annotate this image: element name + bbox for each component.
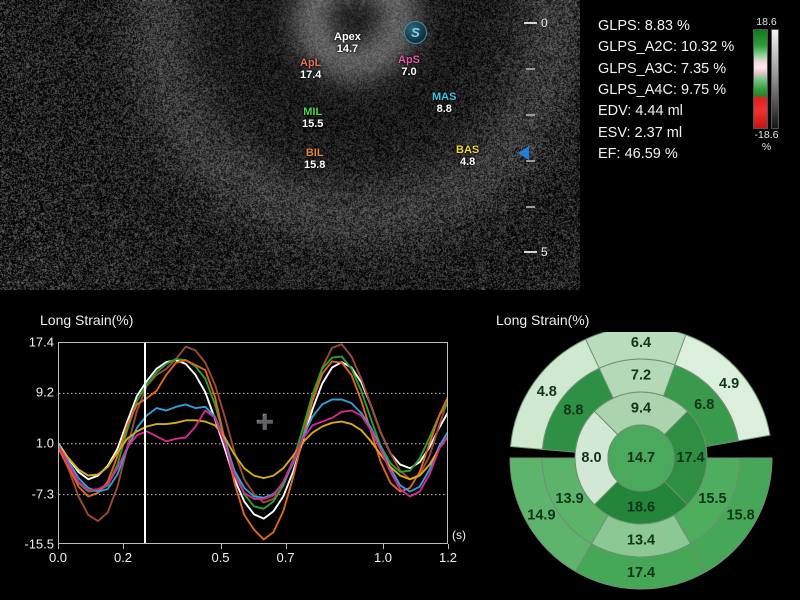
vendor-logo-icon: S: [404, 21, 427, 44]
x-tick-mark: [123, 544, 124, 549]
colorbar-min-label: -18.6: [753, 129, 780, 141]
stat-line-6: EF: 46.59 %: [598, 144, 734, 165]
x-tick-label-1: 0.2: [114, 550, 132, 565]
x-tick-mark: [286, 544, 287, 549]
colorbar-unit-label: %: [753, 141, 780, 153]
x-tick-mark: [448, 544, 449, 549]
x-tick-label-0: 0.0: [49, 550, 67, 565]
x-tick-label-3: 0.7: [276, 550, 294, 565]
x-tick-mark: [383, 544, 384, 549]
depth-label-0: 0: [541, 16, 548, 30]
y-tick-label-0: 17.4: [4, 335, 54, 350]
strain-colorbar: 18.6 -18.6 %: [753, 16, 799, 153]
crosshair-marker-icon: ➕: [256, 415, 275, 430]
bullseye-value-inner-17.4: 17.4: [676, 450, 704, 466]
x-tick-label-4: 1.0: [374, 550, 392, 565]
y-tick-label-4: -15.5: [4, 537, 54, 552]
y-tick-label-2: 1.0: [4, 435, 54, 450]
x-tick-mark: [58, 544, 59, 549]
bullseye-value-outer-4.8: 4.8: [537, 384, 557, 400]
plot-area[interactable]: [58, 342, 448, 544]
bullseye-value-outer-6.4: 6.4: [631, 335, 651, 351]
y-tick-label-3: -7.3: [4, 486, 54, 501]
focus-marker-icon[interactable]: [518, 146, 529, 160]
stat-line-0: GLPS: 8.83 %: [598, 16, 734, 37]
colorbar-grayscale-gradient: [771, 29, 779, 129]
bullseye-value-middle-7.2: 7.2: [631, 367, 651, 383]
strain-curves: [59, 343, 448, 544]
colorbar-gradients: [753, 29, 780, 129]
bullseye-panel[interactable]: Long Strain(%) 9.4 17.4 18.6 8.0 7.2 6.8 15.5 1…: [480, 300, 800, 600]
x-tick-label-2: 0.5: [211, 550, 229, 565]
bullseye-value-outer-14.9: 14.9: [527, 507, 555, 523]
colorbar-strain-gradient: [753, 29, 768, 129]
bullseye-value-outer-15.8: 15.8: [726, 507, 754, 523]
depth-scale: 0 5: [524, 18, 576, 258]
colorbar-max-label: 18.6: [753, 16, 780, 28]
bullseye-value-middle-13.4: 13.4: [627, 532, 655, 548]
depth-label-5: 5: [541, 245, 548, 259]
strain-curve-apl: [59, 344, 448, 521]
chart-title: Long Strain(%): [40, 312, 133, 328]
bullseye-value-inner-9.4: 9.4: [631, 400, 651, 416]
bullseye-value-middle-8.8: 8.8: [563, 403, 583, 419]
stat-line-1: GLPS_A2C: 10.32 %: [598, 37, 734, 58]
stat-line-5: ESV: 2.37 ml: [598, 123, 734, 144]
ultrasound-image[interactable]: [0, 0, 580, 290]
bullseye-chart[interactable]: 9.4 17.4 18.6 8.0 7.2 6.8 15.5 13.4 13.9 8.8 6.4 4.…: [498, 332, 784, 594]
bullseye-value-inner-8.0: 8.0: [581, 450, 601, 466]
bullseye-value-middle-13.9: 13.9: [555, 491, 583, 507]
y-axis: 17.4 9.2 1.0 -7.3 -15.5: [0, 300, 54, 600]
strain-curve-panel[interactable]: Long Strain(%) 17.4 9.2 1.0 -7.3 -15.5 0.0 0.…: [0, 300, 480, 600]
bullseye-value-apex: 14.7: [627, 450, 655, 466]
strain-analysis-screen: Apex 14.7 ApS 7.0 ApL 17.4 MIL 15.5 MAS 8.8 BIL 15.…: [0, 0, 800, 600]
measurement-stats-panel: GLPS: 8.83 % GLPS_A2C: 10.32 % GLPS_A3C: 7…: [598, 16, 734, 165]
x-tick-mark: [221, 544, 222, 549]
bullseye-value-outer-17.4: 17.4: [627, 565, 655, 581]
x-tick-label-5: 1.2: [439, 550, 457, 565]
bullseye-value-inner-18.6: 18.6: [627, 499, 655, 515]
y-tick-label-1: 9.2: [4, 385, 54, 400]
ultrasound-panel[interactable]: Apex 14.7 ApS 7.0 ApL 17.4 MIL 15.5 MAS 8.8 BIL 15.…: [0, 0, 580, 290]
bullseye-value-middle-15.5: 15.5: [698, 491, 726, 507]
bullseye-value-outer-4.9: 4.9: [719, 376, 739, 392]
bullseye-title: Long Strain(%): [496, 312, 589, 328]
time-cursor[interactable]: [144, 343, 146, 543]
stat-line-2: GLPS_A3C: 7.35 %: [598, 59, 734, 80]
x-axis-unit-label: (s): [452, 528, 466, 542]
bullseye-value-middle-6.8: 6.8: [694, 397, 714, 413]
stat-line-4: EDV: 4.44 ml: [598, 101, 734, 122]
stat-line-3: GLPS_A4C: 9.75 %: [598, 80, 734, 101]
